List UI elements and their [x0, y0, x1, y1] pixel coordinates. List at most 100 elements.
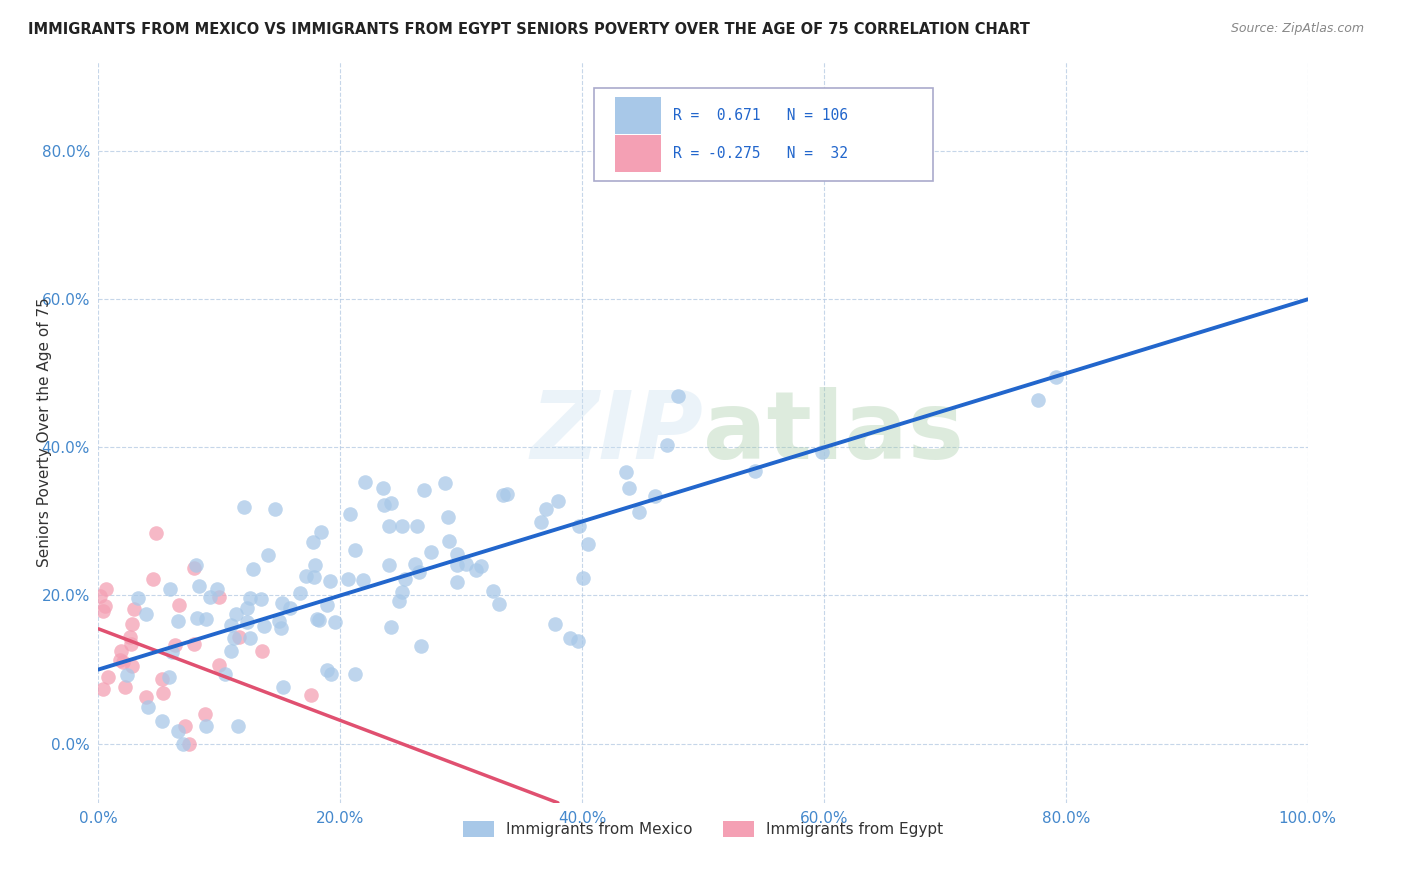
Point: [219, 618, 242, 632]
Point: [323, 615, 346, 630]
Point: [446, 575, 468, 590]
Point: [391, 518, 413, 533]
Point: [273, 680, 295, 694]
Point: [352, 573, 374, 587]
Point: [394, 573, 416, 587]
Point: [378, 518, 401, 533]
Point: [236, 615, 259, 629]
Point: [120, 637, 142, 651]
Point: [150, 714, 173, 728]
Point: [482, 584, 505, 599]
Point: [301, 688, 323, 702]
Point: [308, 613, 330, 627]
Point: [150, 672, 173, 686]
Point: [135, 690, 157, 705]
Point: [205, 582, 228, 596]
Point: [380, 620, 402, 634]
Point: [628, 505, 651, 519]
Point: [198, 590, 221, 604]
Point: [456, 557, 478, 571]
Point: [572, 571, 595, 585]
Point: [127, 591, 149, 605]
Point: [344, 543, 367, 558]
Point: [408, 565, 430, 579]
Text: Seniors Poverty Over the Age of 75: Seniors Poverty Over the Age of 75: [37, 298, 52, 567]
Point: [391, 585, 413, 599]
Point: [434, 476, 457, 491]
Point: [250, 591, 273, 606]
Point: [315, 599, 337, 613]
Point: [219, 644, 242, 658]
Point: [135, 607, 157, 621]
Point: [302, 570, 325, 584]
Point: [278, 601, 301, 615]
Point: [174, 719, 197, 733]
Point: [270, 621, 292, 635]
Text: atlas: atlas: [703, 386, 965, 479]
Point: [253, 618, 276, 632]
Point: [409, 639, 432, 653]
Point: [187, 579, 209, 593]
Point: [214, 666, 236, 681]
Point: [228, 630, 250, 644]
Text: ZIP: ZIP: [530, 386, 703, 479]
Point: [186, 611, 208, 625]
Point: [110, 644, 132, 658]
Point: [295, 569, 318, 583]
Point: [114, 680, 136, 694]
Point: [184, 558, 207, 572]
Point: [257, 548, 280, 562]
Point: [614, 465, 637, 479]
Point: [419, 544, 441, 558]
Point: [142, 572, 165, 586]
Point: [108, 653, 131, 667]
Point: [159, 582, 181, 597]
Point: [172, 737, 194, 751]
Point: [111, 655, 134, 669]
Point: [446, 547, 468, 561]
Point: [267, 614, 290, 628]
Point: [380, 496, 402, 510]
Point: [264, 502, 287, 516]
Point: [236, 601, 259, 615]
Point: [208, 590, 231, 604]
Point: [183, 637, 205, 651]
Point: [160, 645, 183, 659]
Point: [405, 557, 427, 571]
Point: [644, 490, 666, 504]
Point: [250, 644, 273, 658]
Point: [304, 558, 326, 572]
Point: [439, 534, 461, 549]
Point: [136, 700, 159, 714]
Point: [121, 617, 143, 632]
Point: [91, 681, 114, 696]
Point: [96, 582, 118, 596]
Point: [225, 607, 247, 621]
Point: [496, 487, 519, 501]
Point: [290, 586, 312, 600]
Point: [373, 498, 395, 512]
Point: [464, 563, 486, 577]
Point: [157, 670, 180, 684]
Point: [309, 525, 332, 540]
Point: [568, 519, 591, 533]
Point: [811, 445, 834, 459]
Point: [167, 599, 190, 613]
Point: [567, 634, 589, 648]
Point: [120, 630, 142, 644]
Point: [222, 631, 245, 645]
Point: [544, 616, 567, 631]
Point: [152, 686, 174, 700]
Point: [305, 612, 328, 626]
Point: [93, 599, 115, 614]
Point: [529, 515, 551, 529]
Point: [492, 488, 515, 502]
Point: [195, 612, 218, 626]
Point: [576, 537, 599, 551]
Point: [122, 602, 145, 616]
Point: [666, 388, 689, 402]
Point: [271, 596, 294, 610]
FancyBboxPatch shape: [595, 88, 932, 181]
Text: R = -0.275   N =  32: R = -0.275 N = 32: [672, 146, 848, 161]
Point: [412, 483, 434, 497]
